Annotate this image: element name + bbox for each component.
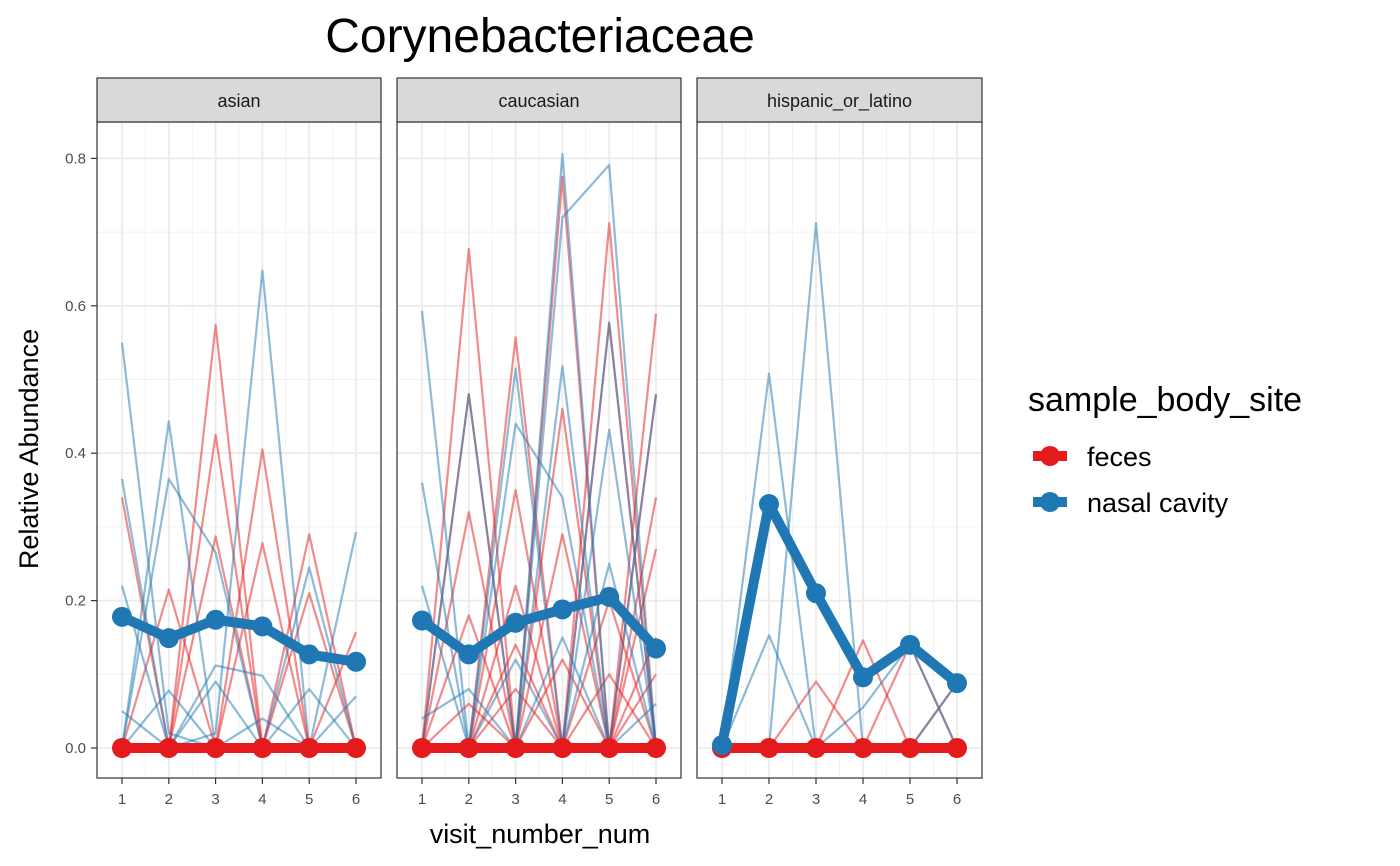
y-tick-label: 0.6 (65, 298, 86, 315)
mean-point-feces-2 (759, 738, 779, 758)
mean-point-nasal-cavity-6 (646, 638, 666, 659)
mean-point-nasal-cavity-5 (299, 644, 320, 665)
mean-point-feces-5 (299, 738, 320, 758)
y-tick-label: 0.0 (65, 740, 86, 757)
x-tick-label: 6 (352, 791, 360, 808)
x-tick-label: 4 (859, 791, 867, 808)
facet-strip (696, 77, 983, 123)
y-axis: 0.0 0.2 0.4 0.6 0.8 (65, 150, 97, 757)
mean-point-feces-3 (205, 738, 226, 758)
x-tick-label: 6 (953, 791, 961, 808)
mean-point-feces-2 (458, 738, 479, 758)
mean-point-nasal-cavity-3 (205, 609, 226, 630)
mean-point-feces-4 (853, 738, 873, 758)
mean-point-nasal-cavity-1 (112, 606, 132, 627)
facet-strip-label: hispanic_or_latino (767, 91, 912, 112)
mean-point-feces-6 (947, 738, 967, 758)
mean-point-nasal-cavity-4 (552, 599, 573, 620)
mean-point-feces-3 (505, 738, 526, 758)
x-tick-label: 4 (558, 791, 566, 808)
x-tick-label: 6 (652, 791, 660, 808)
mean-point-nasal-cavity-2 (158, 628, 179, 649)
mean-point-nasal-cavity-3 (806, 583, 826, 604)
mean-point-nasal-cavity-1 (712, 735, 732, 756)
mean-point-nasal-cavity-6 (947, 673, 967, 694)
legend-label-nasal-cavity: nasal cavity (1087, 488, 1229, 518)
facet-strip-label: asian (217, 91, 260, 111)
mean-point-nasal-cavity-2 (759, 494, 779, 515)
mean-point-nasal-cavity-2 (458, 644, 479, 665)
mean-point-nasal-cavity-5 (599, 586, 620, 607)
x-tick-label: 5 (906, 791, 914, 808)
x-tick-label: 3 (211, 791, 219, 808)
legend-key-point-feces (1040, 446, 1060, 466)
x-tick-label: 5 (305, 791, 313, 808)
legend-title: sample_body_site (1028, 381, 1302, 419)
mean-point-feces-3 (806, 738, 826, 758)
facet-strip-label: caucasian (498, 91, 579, 111)
legend-entries: feces nasal cavity (1033, 442, 1229, 518)
mean-point-nasal-cavity-5 (900, 634, 920, 655)
x-tick-label: 1 (718, 791, 726, 808)
x-tick-label: 2 (765, 791, 773, 808)
x-tick-label: 3 (511, 791, 519, 808)
x-axis-title: visit_number_num (430, 819, 651, 849)
y-tick-label: 0.8 (65, 150, 86, 167)
x-tick-label: 1 (118, 791, 126, 808)
mean-point-feces-6 (346, 738, 366, 758)
mean-point-feces-1 (412, 738, 432, 758)
mean-point-feces-5 (599, 738, 620, 758)
facet-strip (396, 77, 682, 123)
mean-point-feces-5 (900, 738, 920, 758)
mean-point-feces-4 (552, 738, 573, 758)
y-tick-label: 0.2 (65, 593, 86, 610)
x-tick-label: 1 (418, 791, 426, 808)
mean-point-nasal-cavity-4 (853, 667, 873, 688)
facet-strip (96, 77, 382, 123)
x-tick-label: 3 (812, 791, 820, 808)
y-axis-title: Relative Abundance (14, 329, 44, 569)
y-tick-label: 0.4 (65, 445, 86, 462)
mean-point-nasal-cavity-6 (346, 651, 366, 672)
facets: asian caucasian hispanic_or_latino (96, 77, 983, 779)
mean-point-nasal-cavity-1 (412, 610, 432, 631)
facet-caucasian: caucasian (396, 77, 682, 779)
legend-key-point-nasal-cavity (1040, 492, 1060, 512)
mean-point-feces-1 (112, 738, 132, 758)
mean-line-nasal-cavity (717, 499, 962, 751)
mean-point-feces-6 (646, 738, 666, 758)
mean-point-nasal-cavity-3 (505, 612, 526, 633)
x-tick-label: 2 (465, 791, 473, 808)
mean-point-nasal-cavity-4 (252, 616, 273, 637)
mean-point-feces-4 (252, 738, 273, 758)
x-tick-label: 2 (165, 791, 173, 808)
facet-hispanic_or_latino: hispanic_or_latino (696, 77, 983, 779)
mean-point-feces-2 (158, 738, 179, 758)
x-axis: 1 2 3 4 5 6 1 2 3 4 5 6 1 2 3 4 5 6 (118, 778, 961, 808)
x-tick-label: 4 (258, 791, 266, 808)
facet-asian: asian (96, 77, 382, 779)
legend-label-feces: feces (1087, 442, 1152, 472)
x-tick-label: 5 (605, 791, 613, 808)
legend: sample_body_site feces nasal cavity (1028, 381, 1302, 518)
chart-title: Corynebacteriaceae (325, 10, 755, 63)
